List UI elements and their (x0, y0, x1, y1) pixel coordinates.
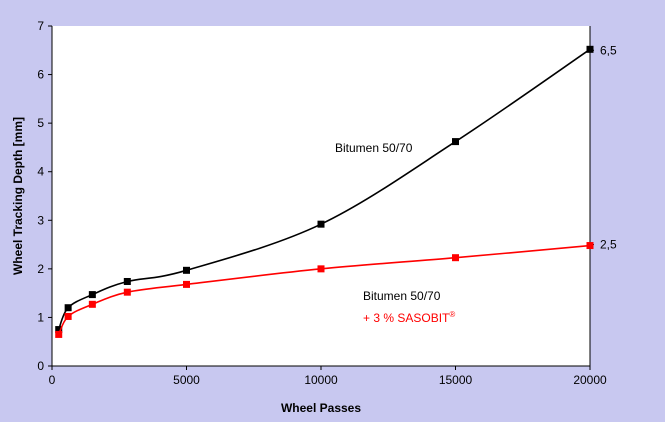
data-point-0 (317, 220, 325, 228)
right-tick-label: 6,5 (600, 43, 617, 57)
annotation-sasobit-text: + 3 % SASOBIT (363, 311, 450, 325)
data-point-0 (64, 304, 72, 312)
data-point-1 (88, 300, 96, 308)
annotation-sasobit-line2: + 3 % SASOBIT® (363, 310, 455, 325)
data-point-1 (586, 242, 594, 250)
annotation-sasobit-registered: ® (449, 310, 455, 319)
data-point-0 (55, 326, 63, 334)
x-tick-label: 5000 (173, 373, 200, 387)
annotation-bitumen: Bitumen 50/70 (335, 141, 413, 155)
y-tick-label: 7 (37, 19, 44, 33)
data-point-1 (317, 265, 325, 273)
x-tick-label: 15000 (439, 373, 473, 387)
data-point-1 (452, 254, 459, 262)
data-point-1 (183, 280, 190, 288)
x-tick-label: 0 (49, 373, 56, 387)
y-axis-title: Wheel Tracking Depth [mm] (11, 117, 25, 275)
y-tick-label: 6 (37, 68, 44, 82)
x-tick-label: 20000 (573, 373, 607, 387)
data-point-1 (64, 312, 72, 320)
data-point-0 (452, 138, 459, 146)
y-tick-label: 3 (37, 213, 44, 227)
data-point-0 (586, 45, 594, 53)
y-tick-label: 5 (37, 116, 44, 130)
y-tick-label: 0 (37, 359, 44, 373)
data-point-0 (123, 277, 131, 285)
x-axis-title: Wheel Passes (281, 401, 361, 415)
y-tick-label: 1 (37, 310, 44, 324)
right-tick-label: 2,5 (600, 238, 617, 252)
x-tick-label: 10000 (304, 373, 338, 387)
data-point-1 (55, 330, 63, 338)
y-tick-label: 2 (37, 262, 44, 276)
y-tick-label: 4 (37, 165, 44, 179)
data-point-0 (88, 291, 96, 299)
plot-area (52, 26, 590, 366)
data-point-1 (123, 288, 131, 296)
annotation-sasobit-line1: Bitumen 50/70 (363, 289, 441, 303)
data-point-0 (183, 266, 190, 274)
